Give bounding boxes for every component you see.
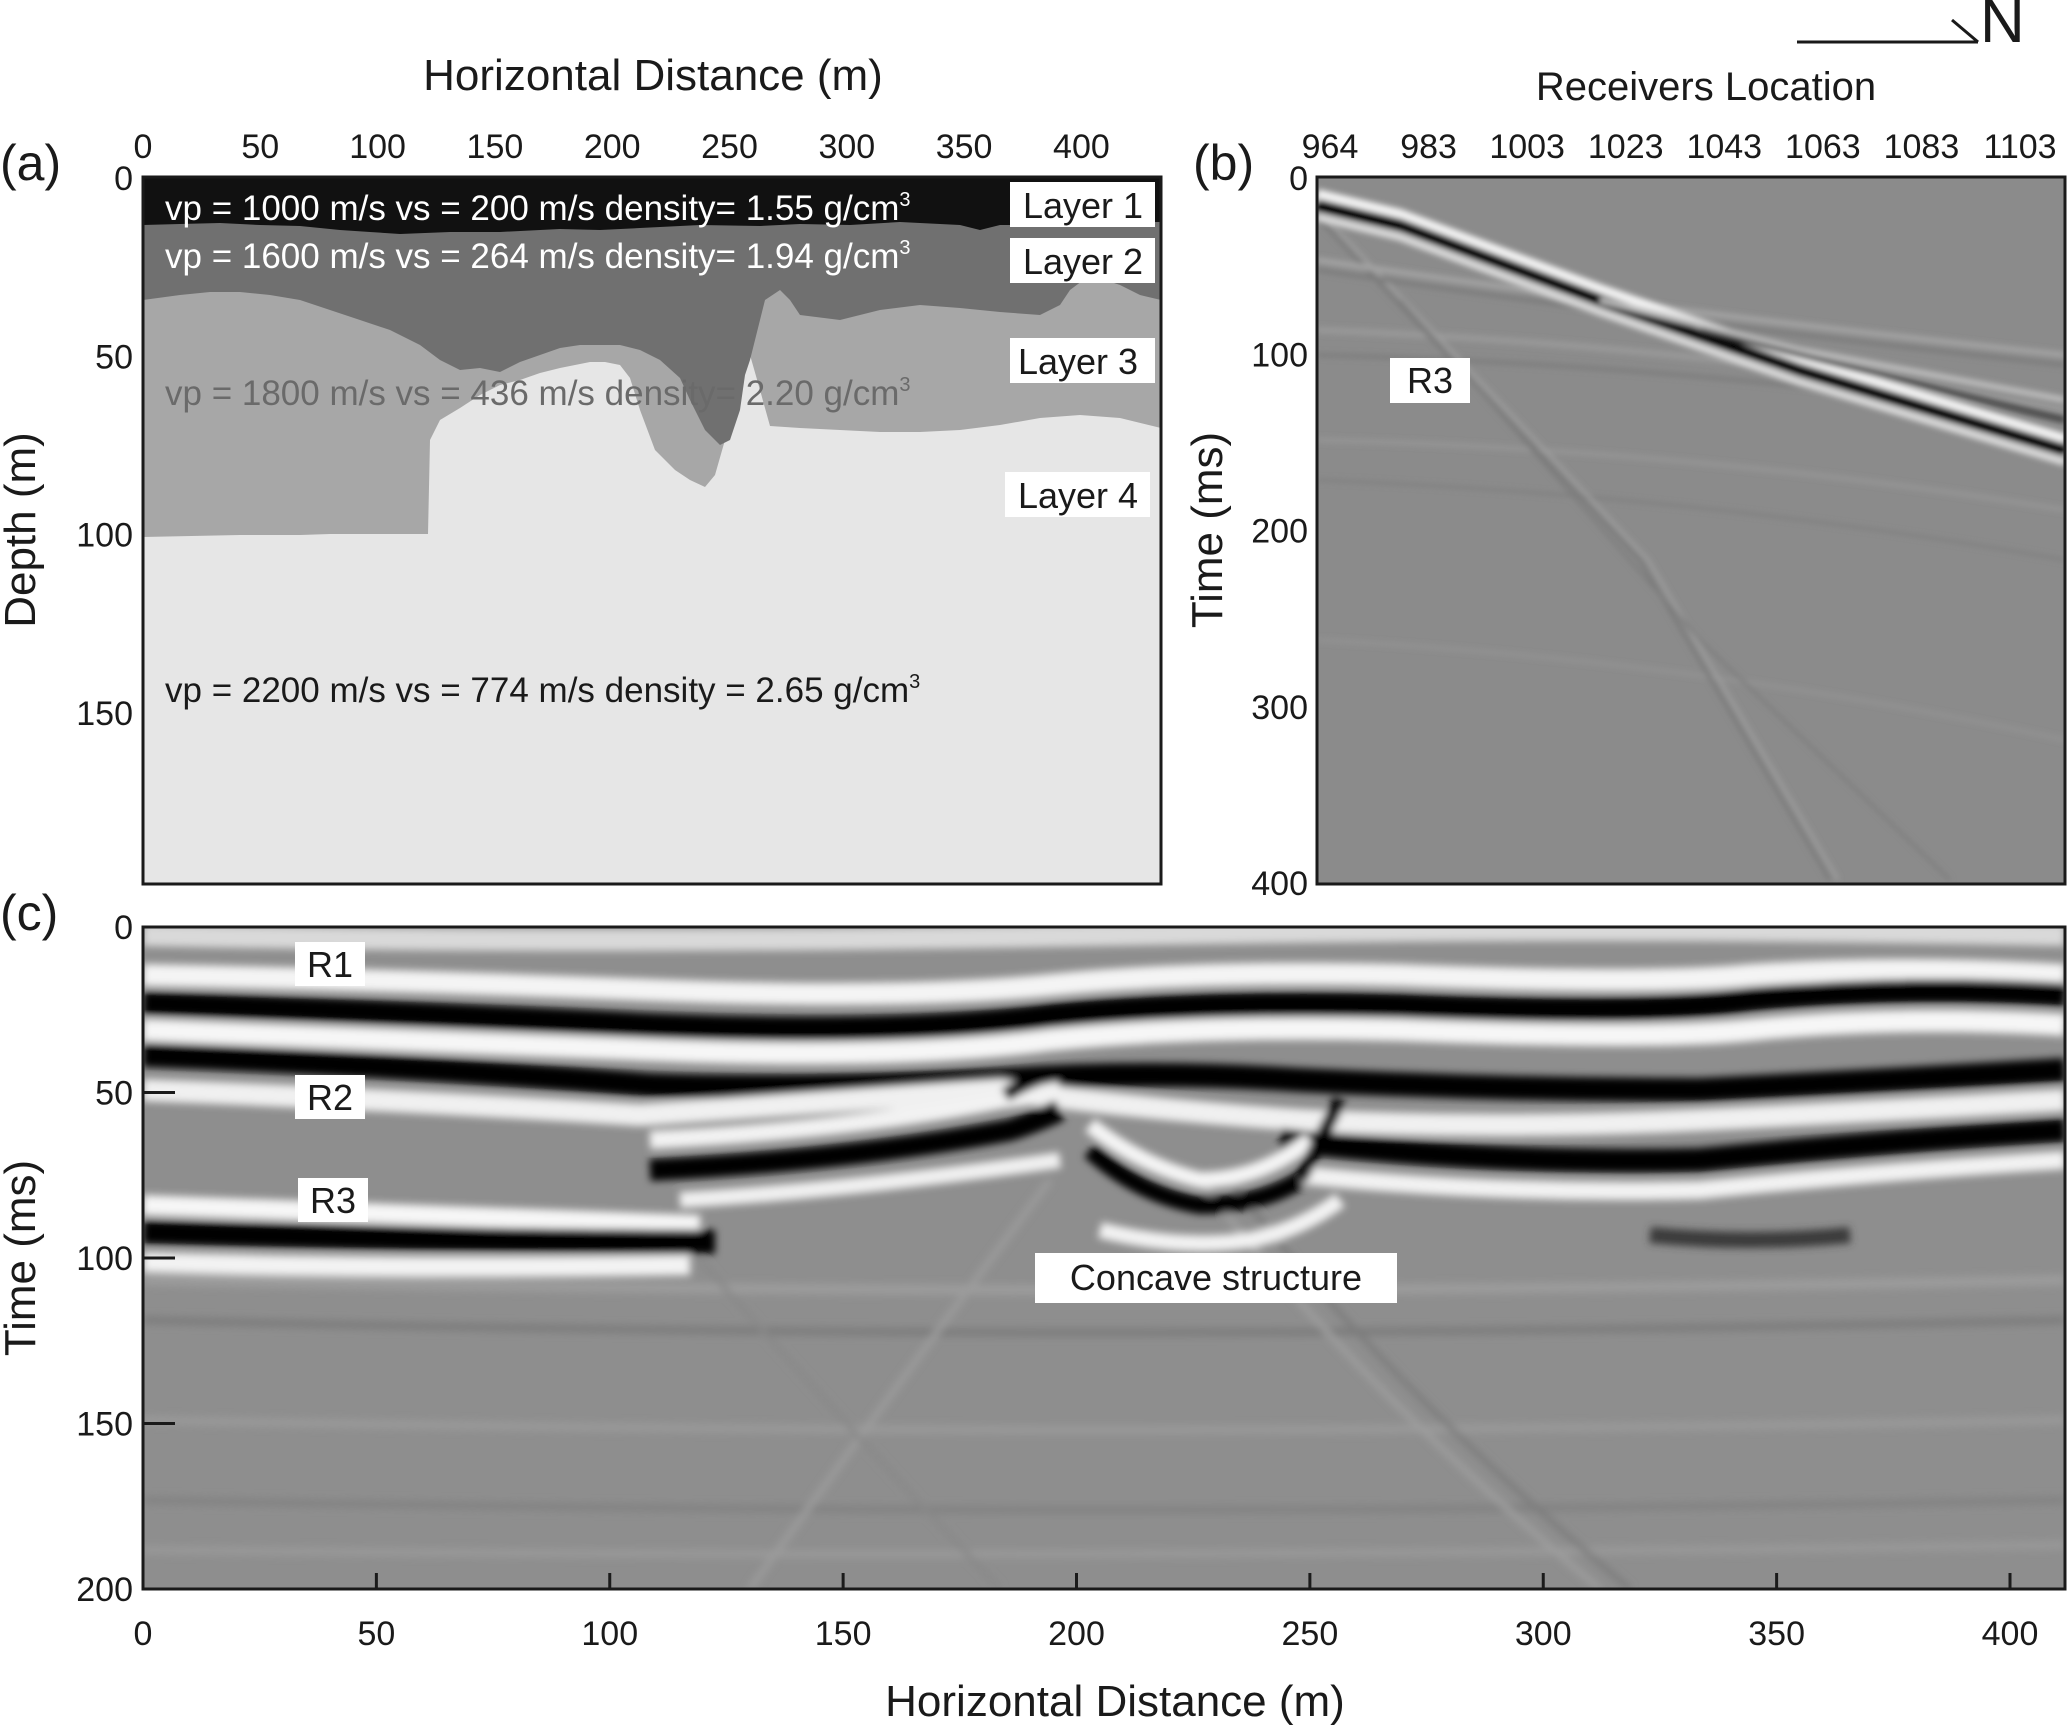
panel-c-x-tick-label: 0 xyxy=(134,1615,153,1653)
panel-a-x-tick-label: 350 xyxy=(936,128,993,166)
panel-a-x-tick-label: 300 xyxy=(818,128,875,166)
panel-b-y-tick-label: 400 xyxy=(1251,865,1308,903)
panel-c-y-tick-label: 50 xyxy=(95,1075,133,1113)
panel-c-y-title: Time (ms) xyxy=(0,1160,45,1356)
panel-b-y-tick-label: 100 xyxy=(1251,336,1308,374)
panel-a-x-tick-label: 400 xyxy=(1053,128,1110,166)
layer-4-label: Layer 4 xyxy=(1018,475,1138,516)
panel-c-x-tick-label: 150 xyxy=(815,1615,872,1653)
r1-box xyxy=(295,942,365,986)
layer-1-properties: vp = 1000 m/s vs = 200 m/s density= 1.55… xyxy=(165,189,911,228)
panel-b-x-tick-label: 1103 xyxy=(1983,128,2056,166)
panel-b-y-tick-label: 300 xyxy=(1251,689,1308,727)
layer-4-label-box xyxy=(1005,472,1150,517)
panel-c-y-ticks: 0 50 100 150 200 xyxy=(76,909,175,1609)
panel-b-y-tick-label: 0 xyxy=(1289,160,1308,198)
shot-gather xyxy=(1317,177,2065,884)
panel-b-r3-box xyxy=(1390,358,1470,403)
panel-c-x-title: Horizontal Distance (m) xyxy=(885,1677,1345,1726)
concave-box xyxy=(1035,1253,1397,1303)
layer-1-label: Layer 1 xyxy=(1023,185,1143,226)
layer-4-properties: vp = 2200 m/s vs = 774 m/s density = 2.6… xyxy=(165,671,920,710)
panel-b-x-tick-label: 964 xyxy=(1302,128,1359,166)
north-arrow: N xyxy=(1797,0,2025,56)
panel-b-r3-label: R3 xyxy=(1407,360,1453,401)
panel-b-x-title: Receivers Location xyxy=(1536,65,1876,109)
layer-1-region xyxy=(143,177,1161,234)
panel-a-x-tick-label: 200 xyxy=(584,128,641,166)
panel-c: (c) Horizontal Distance (m) Time (ms) xyxy=(0,885,2067,1726)
panel-a-label: (a) xyxy=(0,135,61,191)
panel-b-x-tick-label: 1023 xyxy=(1588,128,1664,166)
panel-a-y-tick-label: 50 xyxy=(95,338,133,376)
panel-b-y-tick-label: 200 xyxy=(1251,513,1308,551)
panel-c-y-tick-label: 200 xyxy=(76,1571,133,1609)
panel-a-frame xyxy=(141,175,1163,886)
panel-c-x-tick-label: 200 xyxy=(1048,1615,1105,1653)
layer-3-label: Layer 3 xyxy=(1018,341,1138,382)
panel-c-label: (c) xyxy=(0,885,58,941)
panel-b-x-tick-label: 1063 xyxy=(1785,128,1861,166)
panel-b-label: (b) xyxy=(1193,135,1254,191)
layer-3-properties: vp = 1800 m/s vs = 436 m/s density= 2.20… xyxy=(165,374,911,413)
panel-c-y-tick-label: 150 xyxy=(76,1406,133,1444)
r3-label: R3 xyxy=(310,1180,356,1221)
layer-1-label-box xyxy=(1010,182,1155,227)
r2-label: R2 xyxy=(307,1077,353,1118)
panel-c-x-tick-label: 350 xyxy=(1748,1615,1805,1653)
panel-b-x-ticks: 964 983 1003 1023 1043 1063 1083 1103 xyxy=(1302,128,2057,166)
concave-label: Concave structure xyxy=(1070,1257,1362,1298)
layer-2-label-box xyxy=(1010,238,1155,283)
panel-a-x-title: Horizontal Distance (m) xyxy=(423,51,883,100)
panel-c-x-tick-label: 250 xyxy=(1282,1615,1339,1653)
panel-a-y-ticks: 0 50 100 150 xyxy=(76,160,133,733)
panel-c-y-tick-label: 0 xyxy=(114,909,133,947)
panel-b-x-tick-label: 1043 xyxy=(1686,128,1762,166)
panel-b-x-tick-label: 1083 xyxy=(1884,128,1960,166)
panel-c-x-tick-label: 100 xyxy=(581,1615,638,1653)
panel-a-y-tick-label: 0 xyxy=(114,160,133,198)
panel-a-x-ticks: 0 50 100 150 200 250 300 350 400 xyxy=(134,128,1110,166)
panel-c-y-tick-label: 100 xyxy=(76,1240,133,1278)
panel-b-x-tick-label: 983 xyxy=(1400,128,1457,166)
north-label: N xyxy=(1980,0,2025,56)
r2-box xyxy=(295,1075,365,1119)
panel-a-x-tick-label: 0 xyxy=(134,128,153,166)
panel-a-x-tick-label: 250 xyxy=(701,128,758,166)
panel-a-x-tick-label: 150 xyxy=(467,128,524,166)
layer-2-label: Layer 2 xyxy=(1023,241,1143,282)
panel-a-x-tick-label: 100 xyxy=(349,128,406,166)
panel-b-y-ticks: 0 100 200 300 400 xyxy=(1251,160,1308,903)
r1-label: R1 xyxy=(307,944,353,985)
panel-a-y-tick-label: 150 xyxy=(76,695,133,733)
panel-a: (a) Horizontal Distance (m) Depth (m) 0 5… xyxy=(0,51,1163,886)
velocity-model xyxy=(143,177,1161,884)
panel-c-x-tick-label: 50 xyxy=(357,1615,395,1653)
panel-b-y-title: Time (ms) xyxy=(1183,432,1232,628)
layer-2-properties: vp = 1600 m/s vs = 264 m/s density= 1.94… xyxy=(165,237,911,276)
panel-a-y-title: Depth (m) xyxy=(0,432,45,628)
panel-b-x-tick-label: 1003 xyxy=(1489,128,1565,166)
panel-b: (b) Receivers Location Time (ms) xyxy=(1183,65,2067,903)
panel-c-x-ticks: 0 50 100 150 200 250 300 350 400 xyxy=(134,1573,2039,1653)
panel-b-frame xyxy=(1315,175,2067,886)
layer-2-region xyxy=(143,177,1161,445)
panel-a-x-tick-label: 50 xyxy=(241,128,279,166)
panel-c-x-tick-label: 300 xyxy=(1515,1615,1572,1653)
panel-a-y-tick-label: 100 xyxy=(76,517,133,555)
layer-3-label-box xyxy=(1010,338,1155,383)
r3-box xyxy=(298,1178,368,1222)
panel-c-x-tick-label: 400 xyxy=(1982,1615,2039,1653)
